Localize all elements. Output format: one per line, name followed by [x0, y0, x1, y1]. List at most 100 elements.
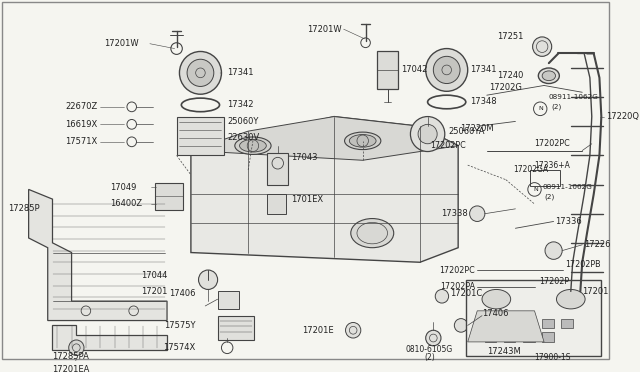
Text: N: N: [533, 187, 538, 192]
Text: 0810-6105G: 0810-6105G: [406, 345, 453, 354]
Bar: [485, 332, 497, 342]
Text: N: N: [539, 106, 543, 111]
Text: 17202PC: 17202PC: [440, 266, 476, 275]
Text: 08911-1062G: 08911-1062G: [549, 94, 598, 100]
Bar: [377, 51, 398, 89]
Text: 25060Y: 25060Y: [227, 117, 259, 126]
Text: 17201W: 17201W: [307, 25, 342, 33]
Text: 17900-1S: 17900-1S: [534, 353, 571, 362]
Text: 17201EA: 17201EA: [52, 365, 90, 372]
Ellipse shape: [239, 140, 266, 152]
Circle shape: [410, 116, 445, 151]
Text: 22630V: 22630V: [227, 134, 259, 142]
Circle shape: [198, 270, 218, 289]
Text: 17341: 17341: [470, 65, 497, 74]
Bar: [466, 280, 602, 356]
Ellipse shape: [349, 135, 376, 147]
Text: 16619X: 16619X: [65, 120, 97, 129]
Polygon shape: [52, 326, 167, 350]
Text: 17571X: 17571X: [65, 137, 97, 146]
Text: 17202P: 17202P: [540, 277, 570, 286]
Text: 17201W: 17201W: [104, 39, 138, 48]
Bar: [268, 154, 288, 185]
Text: 17406: 17406: [169, 289, 196, 298]
Text: 17202PA: 17202PA: [440, 282, 476, 291]
Circle shape: [346, 323, 361, 338]
Circle shape: [426, 49, 468, 91]
Ellipse shape: [235, 137, 271, 154]
Bar: [268, 194, 286, 214]
Text: 17336: 17336: [556, 217, 582, 226]
Circle shape: [470, 206, 485, 221]
Text: 17342: 17342: [227, 100, 253, 109]
Bar: [561, 318, 573, 328]
Text: 25060YA: 25060YA: [449, 126, 485, 136]
Circle shape: [433, 56, 460, 84]
Text: 17341: 17341: [227, 68, 253, 77]
Polygon shape: [191, 116, 458, 262]
Text: 17251: 17251: [497, 32, 523, 41]
Ellipse shape: [344, 132, 381, 150]
Text: 17202GA: 17202GA: [513, 166, 548, 174]
Text: 17202PC: 17202PC: [534, 139, 570, 148]
Text: 17575Y: 17575Y: [164, 321, 196, 330]
Circle shape: [187, 59, 214, 86]
Circle shape: [532, 37, 552, 56]
Bar: [530, 170, 560, 186]
Ellipse shape: [351, 219, 394, 248]
Bar: [485, 318, 497, 328]
Text: 16400Z: 16400Z: [110, 199, 142, 208]
Text: (2): (2): [552, 103, 562, 110]
Circle shape: [454, 318, 468, 332]
Text: 17201: 17201: [582, 287, 609, 296]
Bar: [177, 116, 224, 155]
Text: 17574X: 17574X: [163, 343, 196, 352]
Bar: [218, 291, 239, 309]
Text: 17406: 17406: [482, 309, 509, 318]
Bar: [542, 318, 554, 328]
Bar: [523, 332, 534, 342]
Text: 17240: 17240: [497, 71, 523, 80]
Text: 17201C: 17201C: [451, 289, 483, 298]
Text: 17202PC: 17202PC: [430, 141, 466, 150]
Text: (2): (2): [424, 353, 435, 362]
Text: 22670Z: 22670Z: [65, 102, 97, 111]
Text: 17338: 17338: [441, 209, 468, 218]
Text: 17043: 17043: [291, 153, 317, 162]
Text: 17226: 17226: [584, 240, 611, 249]
Polygon shape: [29, 189, 167, 321]
Text: 17348: 17348: [470, 97, 497, 106]
Text: 17049: 17049: [110, 183, 136, 192]
Text: 17044: 17044: [141, 271, 167, 280]
Polygon shape: [468, 311, 544, 342]
Circle shape: [179, 51, 221, 94]
Text: 17285PA: 17285PA: [52, 352, 90, 361]
Circle shape: [545, 242, 562, 259]
Polygon shape: [191, 116, 458, 160]
Bar: [542, 332, 554, 342]
Bar: [218, 316, 254, 340]
Text: 08911-1062G: 08911-1062G: [542, 185, 592, 190]
Circle shape: [426, 330, 441, 346]
Ellipse shape: [538, 68, 559, 84]
Circle shape: [418, 124, 437, 144]
Text: 17201: 17201: [141, 287, 167, 296]
Ellipse shape: [556, 289, 585, 309]
Bar: [523, 318, 534, 328]
Circle shape: [435, 289, 449, 303]
Circle shape: [68, 340, 84, 356]
Text: 17220M: 17220M: [460, 124, 493, 133]
Text: 17336+A: 17336+A: [534, 161, 570, 170]
Text: 17202PB: 17202PB: [565, 260, 601, 269]
Bar: [504, 332, 515, 342]
Ellipse shape: [542, 71, 556, 81]
Text: 17220Q: 17220Q: [606, 112, 639, 121]
Ellipse shape: [482, 289, 511, 309]
Bar: [155, 183, 183, 210]
Bar: [504, 318, 515, 328]
Text: 17243M: 17243M: [487, 347, 520, 356]
Text: 17285P: 17285P: [8, 204, 39, 213]
Text: 1701EX: 1701EX: [291, 195, 323, 203]
Text: 17201E: 17201E: [303, 326, 334, 335]
Text: 17042: 17042: [401, 65, 428, 74]
